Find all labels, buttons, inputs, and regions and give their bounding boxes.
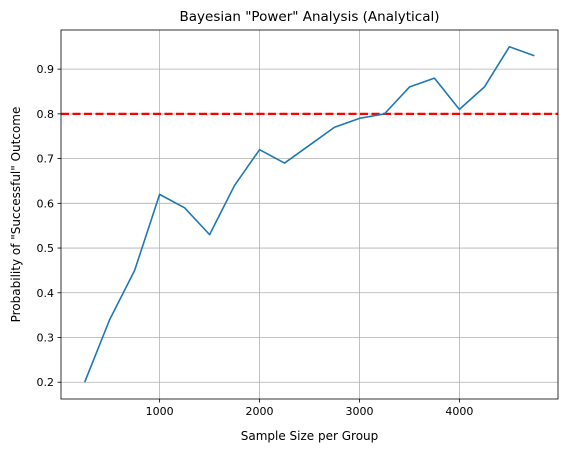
data-point [82,380,87,385]
data-point [282,161,287,166]
y-tick-label: 0.4 [37,287,55,300]
y-tick-label: 0.8 [37,108,55,121]
x-tick-label: 3000 [345,405,373,418]
y-tick-label: 0.9 [37,63,55,76]
data-point [132,268,137,273]
x-tick-label: 2000 [246,405,274,418]
plot-frame [60,29,559,400]
data-point [257,147,262,152]
data-point [232,183,237,188]
ticks: 1000 2000 3000 4000 0.2 0.3 0.4 0.5 0.6 0.7 0.8 0.9 [37,63,474,418]
data-point [207,232,212,237]
x-tick-label: 1000 [146,405,174,418]
data-point [532,53,537,58]
chart-title: Bayesian "Power" Analysis (Analytical) [179,9,439,25]
data-point [407,85,412,90]
data-point [157,192,162,197]
series-area [61,44,558,385]
data-point [482,85,487,90]
x-axis-label: Sample Size per Group [241,429,379,443]
y-tick-label: 0.5 [37,242,55,255]
y-tick-label: 0.2 [37,376,55,389]
y-tick-label: 0.7 [37,153,55,166]
data-point [182,205,187,210]
data-point [357,116,362,121]
series-line [83,45,535,383]
y-axis-label: Probability of "Successful" Outcome [9,107,23,323]
data-point [307,143,312,148]
data-point [382,111,387,116]
y-tick-label: 0.3 [37,332,55,345]
data-point [507,44,512,49]
y-tick-label: 0.6 [37,197,55,210]
x-tick-label: 4000 [445,405,473,418]
data-point [432,76,437,81]
data-point [107,317,112,322]
data-point [457,107,462,112]
data-point [332,125,337,130]
